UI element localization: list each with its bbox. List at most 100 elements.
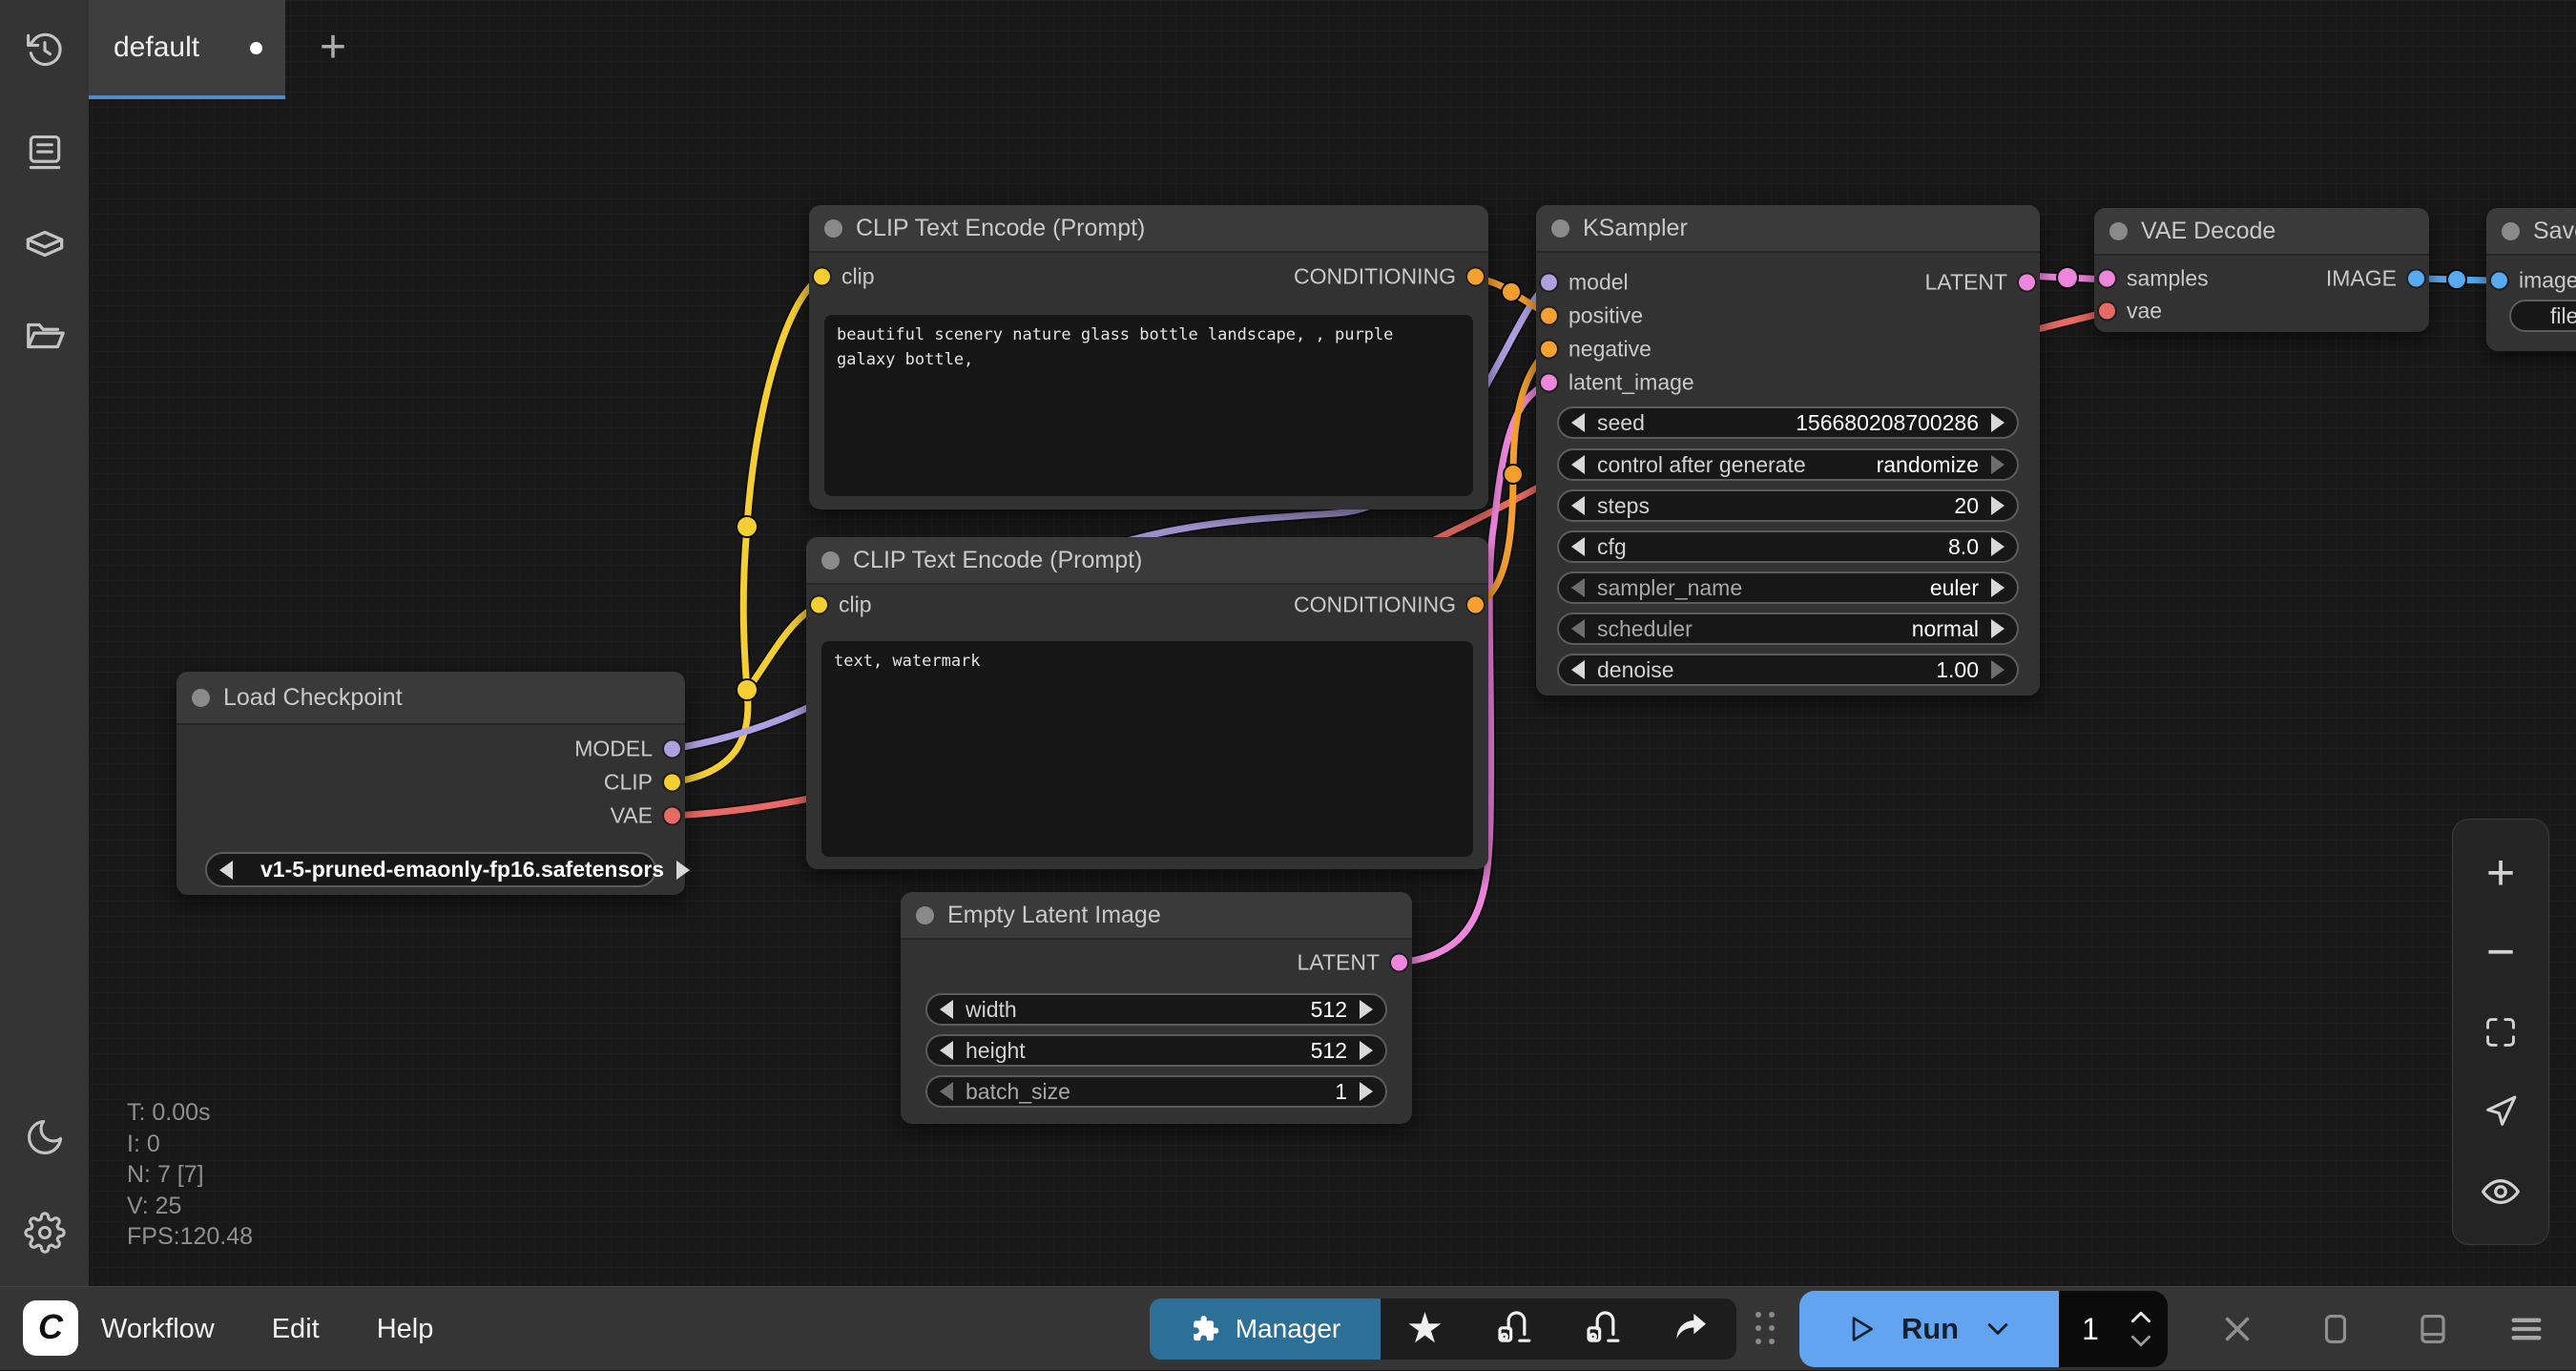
node-clip-text-encode-positive[interactable]: CLIP Text Encode (Prompt) clip CONDITION… — [809, 205, 1488, 509]
collapse-dot[interactable] — [824, 218, 842, 238]
port-dot[interactable] — [2491, 272, 2507, 289]
menu-hamburger-icon[interactable] — [2507, 1310, 2545, 1348]
port-dot[interactable] — [1467, 268, 1484, 285]
widget-ckpt-name[interactable]: c ... v1-5-pruned-emaonly-fp16.safetenso… — [205, 852, 691, 887]
port-dot[interactable] — [811, 596, 827, 613]
widget-steps[interactable]: steps 20 — [1557, 489, 2019, 522]
decrement-arrow-icon[interactable] — [940, 1041, 953, 1060]
input-port-latent-image[interactable]: latent_image — [1541, 370, 1694, 396]
interrupt-x-icon[interactable] — [2220, 1312, 2254, 1346]
input-port-samples[interactable]: samples — [2099, 266, 2209, 292]
fit-view-button[interactable] — [2474, 1006, 2527, 1059]
zoom-in-button[interactable]: + — [2485, 844, 2516, 901]
port-dot[interactable] — [814, 268, 830, 285]
workflows-folder-icon[interactable] — [23, 314, 67, 358]
model-library-icon[interactable] — [23, 221, 67, 265]
widget-filename-prefix[interactable]: filename_prefix — [2509, 300, 2576, 332]
increment-arrow-icon[interactable] — [1991, 413, 2005, 432]
port-dot[interactable] — [664, 774, 680, 791]
output-port-image[interactable]: IMAGE — [2326, 266, 2424, 292]
decrement-arrow-icon[interactable] — [1571, 496, 1585, 515]
decrement-arrow-icon[interactable] — [1571, 455, 1585, 474]
tab-default[interactable]: default — [89, 0, 285, 99]
collapse-dot[interactable] — [2109, 221, 2128, 240]
toolbar-drag-handle[interactable] — [1755, 1312, 1775, 1344]
node-empty-latent-image[interactable]: Empty Latent Image LATENT width 512 heig… — [901, 892, 1412, 1124]
output-port-latent[interactable]: LATENT — [1925, 270, 2035, 296]
port-dot[interactable] — [2099, 302, 2115, 320]
history-icon[interactable] — [24, 29, 66, 71]
input-port-images[interactable]: images — [2491, 268, 2576, 294]
prompt-textarea[interactable]: beautiful scenery nature glass bottle la… — [824, 315, 1473, 496]
queue-icon[interactable] — [24, 132, 66, 174]
decrement-arrow-icon[interactable] — [940, 1000, 953, 1019]
input-port-clip[interactable]: clip — [811, 592, 872, 618]
widget-width[interactable]: width 512 — [925, 993, 1387, 1026]
new-workflow-button[interactable]: + — [319, 21, 347, 73]
increment-arrow-icon[interactable] — [1991, 578, 2005, 597]
increment-arrow-icon[interactable] — [1360, 1041, 1373, 1060]
node-titlebar[interactable]: Load Checkpoint — [177, 672, 685, 725]
output-port-conditioning[interactable]: CONDITIONING — [1294, 592, 1484, 618]
node-titlebar[interactable]: VAE Decode — [2094, 208, 2429, 256]
increment-arrow-icon[interactable] — [1991, 619, 2005, 638]
increment-arrow-icon[interactable] — [1991, 496, 2005, 515]
increment-arrow-icon[interactable] — [1991, 660, 2005, 679]
node-titlebar[interactable]: Save Image — [2486, 208, 2576, 256]
port-dot[interactable] — [2019, 274, 2035, 291]
port-dot[interactable] — [1541, 307, 1557, 324]
node-titlebar[interactable]: CLIP Text Encode (Prompt) — [809, 205, 1488, 253]
increment-arrow-icon[interactable] — [1991, 537, 2005, 556]
node-clip-text-encode-negative[interactable]: CLIP Text Encode (Prompt) clip CONDITION… — [806, 537, 1488, 869]
input-port-positive[interactable]: positive — [1541, 303, 1643, 329]
collapse-dot[interactable] — [2502, 221, 2520, 240]
clear-cache-vacuum-icon[interactable] — [1584, 1308, 1622, 1351]
decrement-arrow-icon[interactable] — [940, 1082, 953, 1101]
clear-workflow-vacuum-icon[interactable] — [1495, 1308, 1533, 1351]
widget-cfg[interactable]: cfg 8.0 — [1557, 530, 2019, 563]
bottom-panel-toggle-icon[interactable] — [2415, 1311, 2451, 1347]
port-dot[interactable] — [1541, 374, 1557, 391]
collapse-dot[interactable] — [821, 550, 840, 570]
port-dot[interactable] — [664, 740, 680, 758]
port-dot[interactable] — [664, 807, 680, 824]
node-titlebar[interactable]: KSampler — [1536, 205, 2040, 253]
collapse-dot[interactable] — [1551, 218, 1569, 238]
collapse-dot[interactable] — [916, 905, 934, 924]
zoom-out-button[interactable]: − — [2485, 924, 2516, 980]
widget-denoise[interactable]: denoise 1.00 — [1557, 654, 2019, 686]
widget-scheduler[interactable]: scheduler normal — [1557, 613, 2019, 645]
output-port-clip[interactable]: CLIP — [604, 770, 680, 796]
chevron-down-icon[interactable] — [1984, 1315, 2012, 1343]
port-dot[interactable] — [2099, 270, 2115, 287]
batch-count-stepper[interactable]: 1 — [2059, 1291, 2168, 1367]
decrement-arrow-icon[interactable] — [1571, 578, 1585, 597]
decrement-arrow-icon[interactable] — [1571, 660, 1585, 679]
widget-seed[interactable]: seed 156680208700286 — [1557, 406, 2019, 439]
node-load-checkpoint[interactable]: Load Checkpoint MODEL CLIP VAE c ... v1-… — [177, 672, 691, 895]
decrement-arrow-icon[interactable] — [219, 860, 233, 880]
input-port-negative[interactable]: negative — [1541, 337, 1652, 363]
node-save-image[interactable]: Save Image images filename_prefix — [2486, 208, 2576, 351]
output-port-conditioning[interactable]: CONDITIONING — [1294, 264, 1484, 290]
comfyui-logo[interactable]: C — [23, 1300, 78, 1356]
run-button[interactable]: Run — [1799, 1291, 2059, 1367]
widget-batch-size[interactable]: batch_size 1 — [925, 1075, 1387, 1108]
output-port-vae[interactable]: VAE — [611, 803, 680, 829]
output-port-latent[interactable]: LATENT — [1298, 950, 1407, 976]
menu-help[interactable]: Help — [376, 1313, 434, 1344]
settings-gear-icon[interactable] — [23, 1212, 66, 1254]
decrement-arrow-icon[interactable] — [1571, 619, 1585, 638]
focus-mode-icon[interactable] — [2317, 1311, 2354, 1347]
decrement-arrow-icon[interactable] — [1571, 413, 1585, 432]
menu-workflow[interactable]: Workflow — [101, 1313, 215, 1344]
share-icon[interactable] — [1672, 1308, 1711, 1351]
input-port-clip[interactable]: clip — [814, 264, 875, 290]
input-port-model[interactable]: model — [1541, 270, 1629, 296]
favorites-star-icon[interactable]: ★ — [1405, 1305, 1444, 1352]
node-ksampler[interactable]: KSampler model positive negative latent_… — [1536, 205, 2040, 696]
widget-height[interactable]: height 512 — [925, 1034, 1387, 1067]
prompt-textarea[interactable]: text, watermark — [821, 641, 1473, 857]
increment-arrow-icon[interactable] — [1360, 1082, 1373, 1101]
theme-moon-icon[interactable] — [24, 1116, 66, 1158]
